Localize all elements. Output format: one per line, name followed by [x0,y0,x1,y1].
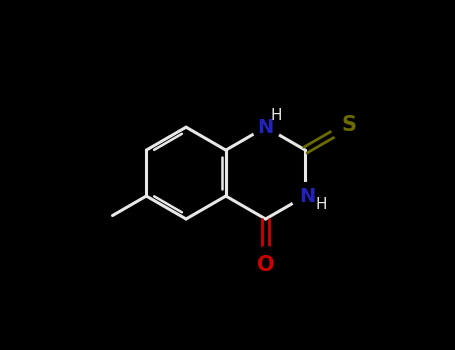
Text: S: S [341,116,356,135]
Text: O: O [257,255,274,275]
Text: H: H [271,108,283,123]
Text: N: N [299,187,315,205]
Text: N: N [258,118,274,136]
Text: H: H [315,197,327,212]
